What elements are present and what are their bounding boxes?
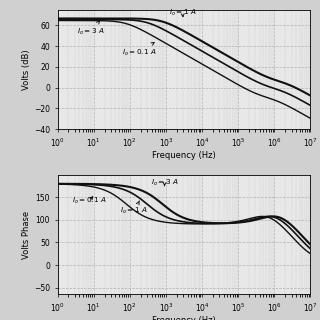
Text: $I_o = 3$ A: $I_o = 3$ A bbox=[77, 21, 105, 37]
Y-axis label: Volts Phase: Volts Phase bbox=[22, 211, 31, 259]
Text: $I_o = 3$ A: $I_o = 3$ A bbox=[151, 178, 179, 188]
Y-axis label: Volts (dB): Volts (dB) bbox=[22, 49, 31, 90]
Text: $I_o = 0.1$ A: $I_o = 0.1$ A bbox=[72, 196, 107, 206]
Text: $I_o = 1$ A: $I_o = 1$ A bbox=[169, 8, 196, 18]
X-axis label: Frequency (Hz): Frequency (Hz) bbox=[152, 151, 216, 160]
Text: $I_o = 1$ A: $I_o = 1$ A bbox=[120, 201, 148, 216]
X-axis label: Frequency (Hz): Frequency (Hz) bbox=[152, 316, 216, 320]
Text: $I_o = 0.1$ A: $I_o = 0.1$ A bbox=[122, 43, 156, 58]
